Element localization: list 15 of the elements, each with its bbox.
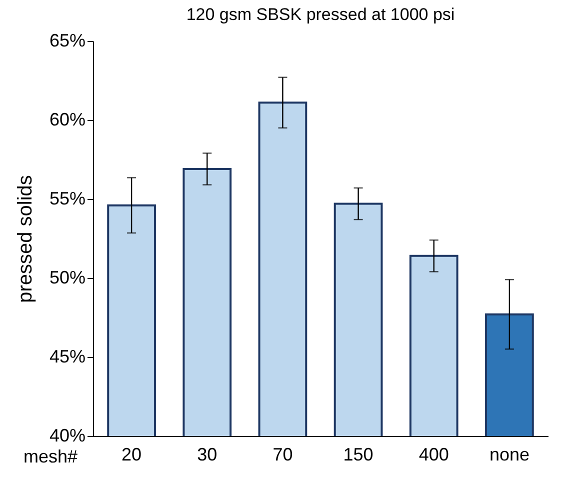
- y-axis-title: pressed solids: [14, 175, 36, 303]
- y-tick-label: 65%: [49, 30, 86, 50]
- x-tick-label: 30: [197, 444, 218, 464]
- x-tick-label: 400: [418, 444, 449, 464]
- x-tick-label: none: [489, 444, 530, 464]
- y-tick-label: 50%: [49, 268, 86, 288]
- y-tick-label: 55%: [49, 188, 86, 208]
- x-tick-label: 20: [122, 444, 142, 464]
- y-tick-label: 40%: [49, 426, 86, 446]
- x-tick-label: 150: [343, 444, 374, 464]
- x-axis-title: mesh#: [24, 446, 78, 466]
- x-tick-label: 70: [272, 444, 293, 464]
- chart-title: 120 gsm SBSK pressed at 1000 psi: [186, 5, 455, 24]
- y-tick-label: 45%: [49, 346, 86, 366]
- y-tick-label: 60%: [49, 110, 86, 130]
